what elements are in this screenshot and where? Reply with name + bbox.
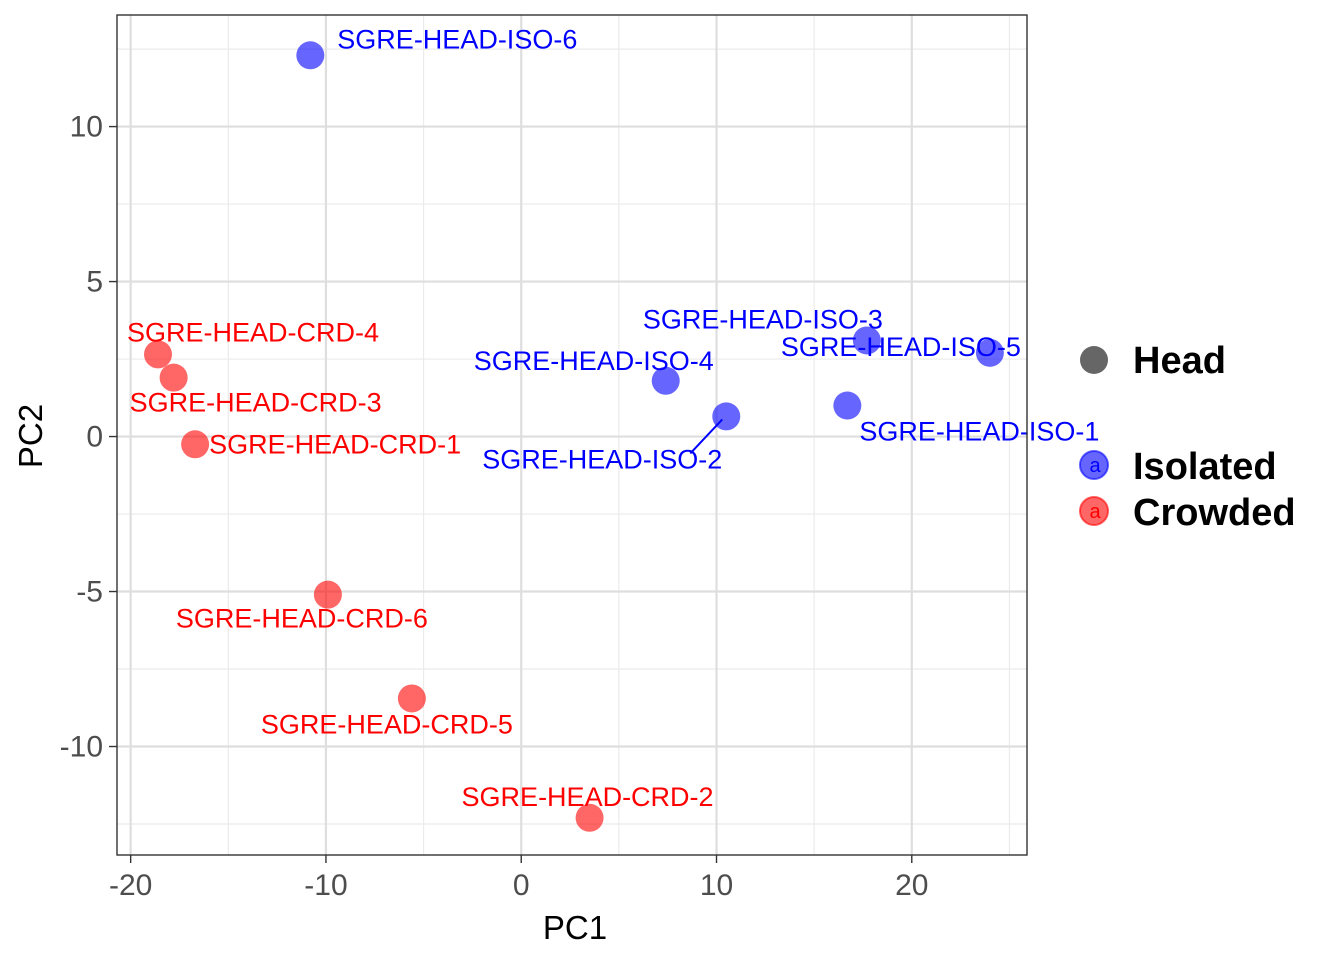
y-tick-labels: -10 -5 0 5 10 [60, 111, 103, 764]
label-sgre-head-crd-5: SGRE-HEAD-CRD-5 [261, 709, 513, 739]
legend-label-isolated: Isolated [1133, 446, 1277, 488]
data-points [144, 41, 1004, 832]
major-gridlines [117, 15, 1027, 855]
label-sgre-head-crd-2: SGRE-HEAD-CRD-2 [462, 782, 714, 812]
point-sgre-head-iso-1 [833, 391, 862, 420]
y-tick-label: 5 [86, 266, 103, 299]
y-tick-label: 10 [70, 111, 103, 144]
label-sgre-head-crd-4: SGRE-HEAD-CRD-4 [127, 317, 379, 347]
point-sgre-head-crd-5 [397, 684, 426, 713]
plot-panel-border [116, 14, 1028, 856]
minor-gridlines [117, 15, 1027, 855]
label-sgre-head-iso-6: SGRE-HEAD-ISO-6 [337, 24, 577, 54]
point-sgre-head-crd-6 [313, 580, 342, 609]
x-tick-label: 20 [895, 869, 928, 902]
legend: Head a Isolated a Crowded [1079, 340, 1296, 534]
label-sgre-head-iso-2: SGRE-HEAD-ISO-2 [482, 444, 722, 474]
label-sgre-head-iso-3: SGRE-HEAD-ISO-3 [643, 304, 883, 334]
x-tick-label: 10 [700, 869, 733, 902]
point-sgre-head-crd-4 [144, 340, 173, 369]
y-tick-label: -5 [76, 576, 103, 609]
y-tick-label: 0 [86, 421, 103, 454]
y-axis-title: PC2 [12, 404, 49, 468]
axis-ticks [109, 125, 913, 863]
x-tick-label: -20 [109, 869, 152, 902]
legend-label-crowded: Crowded [1133, 492, 1296, 534]
legend-key-isolated-letter: a [1089, 455, 1101, 477]
label-sgre-head-iso-5: SGRE-HEAD-ISO-5 [781, 332, 1021, 362]
label-sgre-head-iso-1: SGRE-HEAD-ISO-1 [859, 417, 1099, 447]
x-tick-labels: -20 -10 0 10 20 [109, 869, 928, 902]
legend-key-isolated [1079, 450, 1109, 480]
point-sgre-head-crd-1 [181, 430, 210, 459]
y-tick-label: -10 [60, 731, 103, 764]
label-sgre-head-crd-3: SGRE-HEAD-CRD-3 [130, 388, 382, 418]
point-sgre-head-iso-4 [651, 366, 680, 395]
label-sgre-head-crd-1: SGRE-HEAD-CRD-1 [209, 429, 461, 459]
legend-shape-label: Head [1133, 340, 1226, 382]
legend-key-crowded [1079, 496, 1109, 526]
x-tick-label: -10 [304, 869, 347, 902]
x-tick-label: 0 [513, 869, 530, 902]
legend-key-crowded-letter: a [1089, 501, 1101, 523]
point-sgre-head-iso-2 [712, 402, 741, 431]
label-sgre-head-iso-4: SGRE-HEAD-ISO-4 [474, 346, 714, 376]
label-sgre-head-crd-6: SGRE-HEAD-CRD-6 [176, 604, 428, 634]
x-axis-title: PC1 [543, 909, 607, 946]
point-sgre-head-iso-3 [852, 326, 881, 355]
point-sgre-head-iso-5 [975, 338, 1004, 367]
legend-shape-key [1080, 346, 1108, 374]
point-sgre-head-crd-2 [575, 803, 604, 832]
point-sgre-head-iso-6 [296, 41, 325, 70]
point-sgre-head-crd-3 [159, 363, 188, 392]
point-labels: SGRE-HEAD-ISO-1 SGRE-HEAD-ISO-2 SGRE-HEAD-… [127, 24, 1099, 812]
